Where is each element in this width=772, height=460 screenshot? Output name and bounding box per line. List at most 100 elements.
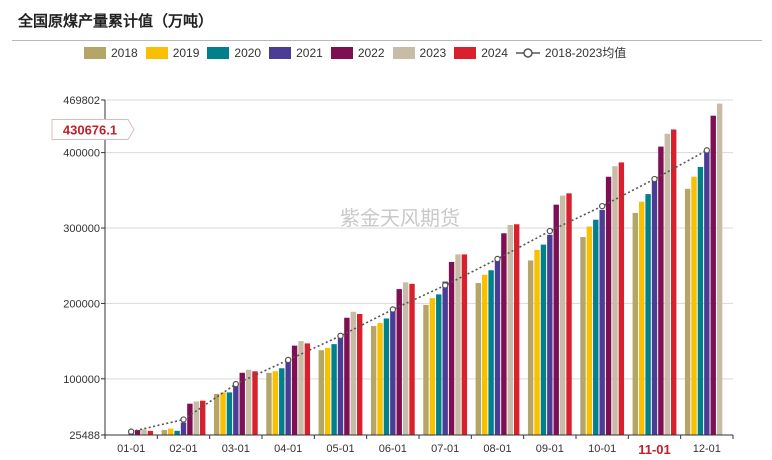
bar-2023-11-01 <box>664 133 670 435</box>
bar-2021-05-01 <box>337 333 344 435</box>
watermark-text: 紫金天风期货 <box>340 206 460 230</box>
bar-2020-10-01 <box>593 219 599 435</box>
bar-2019-02-01 <box>168 428 174 435</box>
bar-2019-07-01 <box>429 298 436 435</box>
bar-2022-01-01 <box>134 430 141 435</box>
chart-title: 全国原煤产量累计值（万吨） <box>18 12 214 30</box>
bar-2018-04-01 <box>266 372 272 435</box>
bar-2021-06-01 <box>390 308 396 435</box>
average-point-11-01 <box>651 175 658 183</box>
average-point-04-01 <box>284 356 292 364</box>
x-tick-label-11-01: 11-01 <box>638 442 671 457</box>
bar-2021-09-01 <box>547 234 553 435</box>
average-point-10-01 <box>598 202 606 210</box>
bar-2022-07-01 <box>448 261 455 435</box>
bar-2024-03-01 <box>252 371 258 435</box>
bar-2018-08-01 <box>475 283 481 435</box>
bar-2024-10-01 <box>618 162 625 435</box>
bar-2021-03-01 <box>233 382 239 435</box>
bar-2019-12-01 <box>691 176 697 435</box>
bar-2023-02-01 <box>193 401 199 435</box>
legend-swatch <box>330 46 353 59</box>
legend-label: 2022 <box>357 45 385 60</box>
x-tick-label-02-01: 02-01 <box>169 443 197 455</box>
legend-swatch <box>207 46 230 59</box>
bar-2020-08-01 <box>488 270 494 435</box>
bar-2024-02-01 <box>200 400 206 435</box>
legend-swatch <box>392 46 415 59</box>
bar-2023-12-01 <box>716 103 723 435</box>
bar-2021-10-01 <box>599 209 605 435</box>
legend-label: 2018 <box>111 45 138 60</box>
bar-2023-10-01 <box>612 166 618 435</box>
average-point-03-01 <box>232 380 240 388</box>
legend-item-2022[interactable]: 2022 <box>330 45 385 60</box>
average-line-icon <box>515 47 540 58</box>
bar-2022-08-01 <box>501 233 507 435</box>
bar-2024-11-01 <box>671 129 677 435</box>
bar-2018-07-01 <box>423 304 429 435</box>
x-tick-label-03-01: 03-01 <box>222 443 250 455</box>
legend-item-2021[interactable]: 2021 <box>269 46 323 60</box>
bar-2019-03-01 <box>220 392 226 435</box>
bar-2018-06-01 <box>370 326 377 435</box>
y-tick-label: 100000 <box>63 374 100 386</box>
bar-2021-08-01 <box>494 258 501 435</box>
bar-2020-09-01 <box>540 244 547 435</box>
bar-2021-02-01 <box>180 422 187 435</box>
average-point-07-01 <box>441 282 449 289</box>
bar-2022-10-01 <box>605 176 612 435</box>
x-tick-label-07-01: 07-01 <box>431 443 459 455</box>
average-point-06-01 <box>389 306 397 313</box>
legend-swatch <box>269 46 292 59</box>
legend-label: 2024 <box>481 45 508 60</box>
bar-2020-06-01 <box>383 318 390 435</box>
legend-label: 2018-2023均值 <box>544 46 627 60</box>
x-tick-label-10-01: 10-01 <box>588 443 616 455</box>
value-callout-text: 430676.1 <box>63 122 117 137</box>
bar-2018-03-01 <box>213 393 220 435</box>
legend-swatch <box>145 46 168 59</box>
bar-2024-09-01 <box>566 193 572 435</box>
x-tick-label-09-01: 09-01 <box>536 443 564 455</box>
bar-2024-04-01 <box>304 343 311 435</box>
bar-2022-03-01 <box>239 372 245 435</box>
legend-item-2024[interactable]: 2024 <box>454 46 508 60</box>
bar-2023-06-01 <box>402 282 409 435</box>
y-tick-label: 400000 <box>63 148 100 160</box>
bar-2018-10-01 <box>580 237 586 435</box>
chart-legend: 2018 2019 2020 2021 2022 2023 2024 2018-2023均值 <box>84 44 634 61</box>
bar-2020-05-01 <box>331 344 337 435</box>
bar-2022-05-01 <box>344 317 350 435</box>
bar-2021-04-01 <box>285 357 291 435</box>
legend-item-2020[interactable]: 2020 <box>207 46 261 60</box>
x-tick-label-05-01: 05-01 <box>326 443 354 455</box>
bar-2020-03-01 <box>226 392 233 435</box>
bar-2022-04-01 <box>291 345 298 435</box>
bar-2023-09-01 <box>559 195 566 435</box>
bar-2019-09-01 <box>534 249 540 435</box>
legend-item-2023[interactable]: 2023 <box>392 45 447 60</box>
title-divider <box>12 40 762 41</box>
bar-2022-09-01 <box>553 204 559 435</box>
legend-item-2018[interactable]: 2018 <box>84 46 138 60</box>
average-point-08-01 <box>494 255 501 263</box>
x-tick-label-04-01: 04-01 <box>274 443 302 455</box>
x-tick-label-06-01: 06-01 <box>379 443 407 455</box>
average-point-02-01 <box>180 416 187 423</box>
average-point-09-01 <box>546 227 554 235</box>
bar-2019-04-01 <box>272 371 279 435</box>
bar-2024-06-01 <box>409 283 415 435</box>
average-line <box>130 149 708 433</box>
bar-2020-12-01 <box>697 166 704 435</box>
legend-item-2019[interactable]: 2019 <box>145 46 199 60</box>
legend-swatch <box>454 46 477 59</box>
bar-2022-06-01 <box>396 289 402 435</box>
legend-label: 2023 <box>419 45 447 60</box>
bar-2024-08-01 <box>514 224 520 435</box>
bar-2023-07-01 <box>455 254 461 435</box>
bar-2019-06-01 <box>377 323 383 435</box>
legend-item-average[interactable]: 2018-2023均值 <box>515 44 627 61</box>
bar-2023-08-01 <box>507 225 513 435</box>
